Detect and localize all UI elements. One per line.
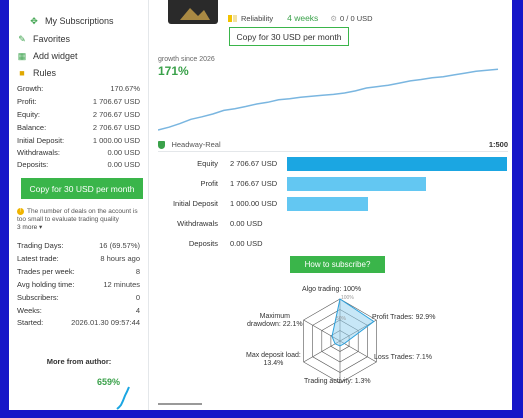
radar-chart: 100% 50%: [303, 295, 377, 384]
bar-label: Initial Deposit: [172, 199, 218, 208]
radar-label-deposit-load: Max deposit load: 13.4%: [246, 352, 301, 367]
author-sparkline[interactable]: [69, 385, 139, 410]
stat-profit: Profit: 1 706.67 USD: [17, 97, 140, 106]
show-more-link[interactable]: 3 more ▾: [17, 224, 43, 231]
bar-initial-deposit[interactable]: [287, 197, 369, 211]
mountain-logo-icon: [180, 8, 210, 20]
how-to-subscribe-button[interactable]: How to subscribe?: [290, 256, 385, 273]
radar-spoke: [339, 340, 377, 363]
bar-label: Equity: [197, 159, 218, 168]
growth-value: 171%: [158, 64, 189, 78]
stat-growth: Growth: 170.67%: [17, 84, 140, 93]
nav-label: Rules: [33, 68, 57, 78]
bar-value: 1 706.67 USD: [230, 179, 278, 188]
radar-label-algo: Algo trading: 100%: [302, 286, 362, 293]
nav-label: Add widget: [33, 51, 78, 61]
warning-icon: !: [17, 208, 24, 215]
stat-balance: Balance: 2 706.67 USD: [17, 123, 140, 132]
scroll-indicator[interactable]: [158, 403, 202, 405]
radar-label-drawdown: Maximum drawdown: 22.1%: [247, 313, 303, 328]
copy-subscription-button[interactable]: Copy for 30 USD per month: [21, 178, 143, 199]
nav-my-subscriptions[interactable]: ✥ My Subscriptions: [29, 14, 114, 28]
radar-tick-50: 50%: [336, 316, 347, 322]
stat-equity: Equity: 2 706.67 USD: [17, 110, 140, 119]
rules-icon: ■: [19, 68, 25, 78]
radar-spoke: [303, 340, 341, 363]
bar-label: Withdrawals: [177, 219, 218, 228]
author-growth-value: 659%: [97, 377, 121, 387]
bar-value: 2 706.67 USD: [230, 159, 278, 168]
nav-favorites[interactable]: ✎ Favorites: [17, 32, 70, 46]
stat-initial-deposit: Initial Deposit: 1 000.00 USD: [17, 136, 140, 145]
stat-deposits: Deposits: 0.00 USD: [17, 160, 140, 169]
radar-label-loss: Loss Trades: 7.1%: [374, 354, 432, 361]
subscriptions-icon: ✥: [30, 15, 38, 26]
widget-icon: ▦: [17, 50, 27, 61]
growth-caption: growth since 2026: [158, 56, 215, 63]
bar-equity[interactable]: [287, 157, 507, 171]
main-content: Reliability 4 weeks ⚙ 0 / 0 USD Copy for…: [150, 0, 512, 410]
nav-add-widget[interactable]: ▦ Add widget: [17, 49, 78, 63]
nav-label: My Subscriptions: [45, 16, 114, 26]
stat-withdrawals: Withdrawals: 0.00 USD: [17, 148, 140, 157]
stat-avg-holding-time: Avg holding time: 12 minutes: [17, 280, 140, 289]
stat-weeks: Weeks: 4: [17, 306, 140, 315]
header-stats: Reliability 4 weeks ⚙ 0 / 0 USD: [228, 13, 373, 23]
bar-label: Profit: [200, 179, 218, 188]
stat-trades-per-week: Trades per week: 8: [17, 267, 140, 276]
sidebar: ✥ My Subscriptions ✎ Favorites ▦ Add wid…: [9, 0, 149, 410]
page-frame: ✥ My Subscriptions ✎ Favorites ▦ Add wid…: [9, 0, 512, 410]
broker-name[interactable]: Headway-Real: [171, 140, 221, 149]
bar-value: 1 000.00 USD: [230, 199, 278, 208]
bar-profit[interactable]: [287, 177, 426, 191]
verified-shield-icon: [158, 141, 165, 149]
header-copy-button[interactable]: Copy for 30 USD per month: [229, 27, 349, 46]
radar-shape: [331, 298, 375, 347]
bar-value: 0.00 USD: [230, 219, 263, 228]
broker-row: Headway-Real 1:500: [158, 140, 508, 152]
growth-line: [158, 68, 499, 131]
nav-label: Favorites: [33, 34, 71, 44]
stat-latest-trade: Latest trade: 8 hours ago: [17, 254, 140, 263]
radar-label-activity: Trading activity: 1.3%: [304, 378, 371, 385]
stat-started: Started: 2026.01.30 09:57:44: [17, 318, 140, 327]
signal-avatar: [168, 0, 218, 24]
nav-rules[interactable]: ■ Rules: [17, 66, 56, 80]
reliability-icon-bar: [233, 14, 237, 22]
growth-chart[interactable]: [158, 64, 508, 132]
weeks-value: 4 weeks: [287, 13, 319, 23]
warning-note: ! The number of deals on the account is t…: [17, 208, 138, 231]
stat-subscribers: Subscribers: 0: [17, 293, 140, 302]
reliability-label: Reliability: [241, 13, 274, 23]
radar-tick-100: 100%: [341, 295, 354, 301]
stat-trading-days: Trading Days: 16 (69.57%): [17, 241, 140, 250]
subscribers-icon: ⚙: [330, 13, 338, 23]
bar-value: 0.00 USD: [230, 239, 263, 248]
favorites-icon: ✎: [18, 33, 26, 44]
bar-label: Deposits: [188, 239, 218, 248]
radar-label-profit: Profit Trades: 92.9%: [372, 314, 436, 321]
subscribers-value: 0 / 0 USD: [340, 13, 373, 23]
leverage-value: 1:500: [488, 140, 508, 149]
more-from-author-heading: More from author:: [46, 357, 112, 366]
author-sparkline-line: [116, 386, 130, 410]
reliability-icon: [228, 14, 232, 22]
